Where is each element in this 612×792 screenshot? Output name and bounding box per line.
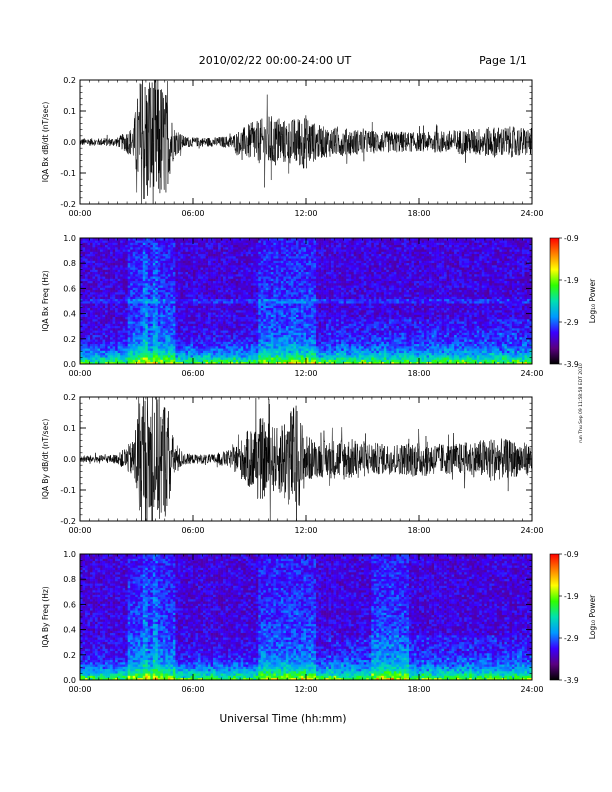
colorbar-label: Log₁₀ Power <box>588 278 597 323</box>
timeseries-panel: 00:00 06:00 12:00 18:00 24:00 -0.2 -0.1 0.0 0.1 0… <box>41 393 544 535</box>
y-tick-label: 0.6 <box>63 284 76 293</box>
x-tick-label: 12:00 <box>294 369 317 378</box>
y-tick-label: 0.0 <box>63 676 76 685</box>
colorbar-label: Log₁₀ Power <box>588 594 597 639</box>
x-tick-label: 00:00 <box>68 369 91 378</box>
colorbar-tick-label: -2.9 <box>564 318 579 327</box>
spectrogram-panel: -0.9 -1.9 -2.9 -3.9 Log₁₀ Power 00:00 06:00 12:… <box>41 550 597 694</box>
colorbar-tick-label: -1.9 <box>564 592 579 601</box>
series-line <box>80 397 532 521</box>
plot-frame <box>79 553 533 681</box>
y-tick-label: 0.0 <box>63 360 76 369</box>
spectrogram-panel: -0.9 -1.9 -2.9 -3.9 Log₁₀ Power 00:00 06:00 12:… <box>41 234 597 378</box>
plot-frame <box>79 79 533 205</box>
y-tick-label: -0.1 <box>60 486 76 495</box>
y-tick-label: 0.2 <box>63 651 76 660</box>
run-timestamp: run Thu Sep 09 11:58:58 EDT 2010 <box>578 363 584 443</box>
y-tick-label: -0.2 <box>60 517 76 526</box>
y-tick-label: -0.2 <box>60 200 76 209</box>
y-tick-label: 1.0 <box>63 550 76 559</box>
y-tick-label: 0.1 <box>63 107 76 116</box>
x-tick-label: 12:00 <box>294 526 317 535</box>
y-tick-label: 0.8 <box>63 259 76 268</box>
x-tick-label: 18:00 <box>407 526 430 535</box>
x-tick-label: 06:00 <box>181 685 204 694</box>
spectrogram <box>80 238 533 365</box>
y-tick-label: -0.1 <box>60 169 76 178</box>
colorbar-tick-label: -0.9 <box>564 234 579 243</box>
x-tick-label: 18:00 <box>407 209 430 218</box>
colorbar: -0.9 -1.9 -2.9 -3.9 Log₁₀ Power <box>549 234 597 369</box>
series-line <box>80 80 532 204</box>
colorbar-tick-label: -3.9 <box>564 360 579 369</box>
x-tick-label: 00:00 <box>68 526 91 535</box>
x-tick-label: 00:00 <box>68 209 91 218</box>
figure-title: 2010/02/22 00:00-24:00 UT <box>199 54 352 67</box>
y-tick-label: 0.4 <box>63 626 76 635</box>
x-tick-label: 18:00 <box>407 685 430 694</box>
colorbar-tick-label: -3.9 <box>564 676 579 685</box>
timeseries-panel: 00:00 06:00 12:00 18:00 24:00 -0.2 -0.1 0.0 0.1 0… <box>41 76 544 218</box>
y-tick-label: 1.0 <box>63 234 76 243</box>
x-tick-label: 06:00 <box>181 526 204 535</box>
plot-frame <box>79 396 533 522</box>
y-axis-label: IQA Bx dB/dt (nT/sec) <box>41 102 50 183</box>
y-tick-label: 0.8 <box>63 575 76 584</box>
x-tick-label: 12:00 <box>294 209 317 218</box>
colorbar: -0.9 -1.9 -2.9 -3.9 Log₁₀ Power <box>549 550 597 685</box>
x-tick-label: 24:00 <box>520 685 543 694</box>
y-tick-label: 0.2 <box>63 335 76 344</box>
y-tick-label: 0.0 <box>63 455 76 464</box>
y-tick-label: 0.2 <box>63 393 76 402</box>
x-tick-label: 06:00 <box>181 369 204 378</box>
y-axis-label: IQA By Freq (Hz) <box>41 586 50 648</box>
page-number: Page 1/1 <box>479 54 527 67</box>
x-axis-label: Universal Time (hh:mm) <box>220 713 347 725</box>
spectrogram <box>80 554 533 681</box>
x-tick-label: 18:00 <box>407 369 430 378</box>
plot-frame <box>79 237 533 365</box>
x-tick-label: 24:00 <box>520 209 543 218</box>
y-tick-label: 0.0 <box>63 138 76 147</box>
y-axis-label: IQA By dB/dt (nT/sec) <box>41 419 50 500</box>
y-tick-label: 0.4 <box>63 310 76 319</box>
x-tick-label: 12:00 <box>294 685 317 694</box>
y-tick-label: 0.6 <box>63 600 76 609</box>
x-tick-label: 24:00 <box>520 526 543 535</box>
y-tick-label: 0.2 <box>63 76 76 85</box>
colorbar-tick-label: -2.9 <box>564 634 579 643</box>
x-tick-label: 00:00 <box>68 685 91 694</box>
y-tick-label: 0.1 <box>63 424 76 433</box>
colorbar-tick-label: -0.9 <box>564 550 579 559</box>
x-tick-label: 24:00 <box>520 369 543 378</box>
x-tick-label: 06:00 <box>181 209 204 218</box>
colorbar-tick-label: -1.9 <box>564 276 579 285</box>
y-axis-label: IQA Bx Freq (Hz) <box>41 270 50 332</box>
